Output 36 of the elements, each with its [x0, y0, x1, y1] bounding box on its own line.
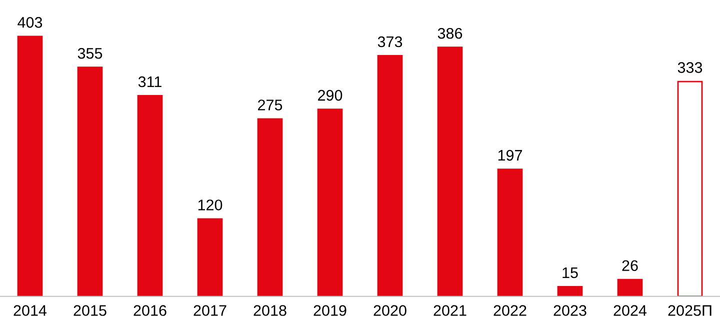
data-label: 275 [258, 100, 282, 110]
x-tick-label: 2024 [614, 305, 647, 316]
data-label: 355 [78, 48, 102, 59]
bar [197, 218, 223, 296]
data-label: 120 [198, 200, 222, 210]
bar [377, 55, 403, 296]
x-tick-label: 2019 [314, 305, 346, 316]
bar [317, 108, 343, 296]
data-label: 26 [622, 260, 638, 272]
bar [437, 46, 463, 296]
bar [677, 80, 703, 296]
x-tick-label: 2017 [194, 305, 226, 316]
x-tick-label: 2025П [668, 305, 712, 316]
bar [77, 66, 103, 296]
data-label: 373 [378, 36, 402, 48]
data-label: 197 [498, 150, 522, 161]
x-tick-label: 2022 [494, 305, 526, 316]
bar [17, 36, 43, 296]
x-tick-label: 2021 [434, 305, 466, 316]
x-tick-label: 2023 [554, 305, 586, 316]
x-tick-label: 2015 [74, 305, 106, 316]
x-tick-label: 2020 [374, 305, 406, 316]
bar [497, 168, 523, 296]
data-label: 290 [318, 90, 342, 101]
x-tick-label: 2018 [254, 305, 286, 316]
bar [257, 118, 283, 296]
bar [557, 286, 583, 296]
data-label: 386 [438, 28, 462, 39]
data-label: 403 [18, 17, 42, 28]
data-label: 15 [562, 267, 578, 278]
bar [137, 95, 163, 296]
data-label: 333 [678, 62, 702, 73]
x-tick-label: 2014 [14, 305, 47, 316]
x-tick-label: 2016 [134, 305, 166, 316]
bar [617, 278, 643, 296]
data-label: 311 [138, 76, 162, 88]
